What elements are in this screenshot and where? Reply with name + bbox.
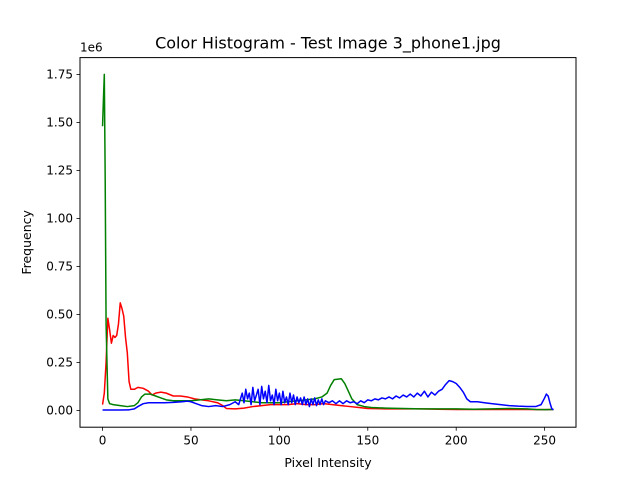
y-tick-label: 1.50 <box>46 116 73 130</box>
chart-title: Color Histogram - Test Image 3_phone1.jp… <box>155 34 501 54</box>
y-axis-multiplier-label: 1e6 <box>80 41 103 55</box>
y-tick-label: 1.75 <box>46 68 73 82</box>
series-line-3 <box>102 379 554 411</box>
x-tick-label: 0 <box>99 434 107 448</box>
y-tick-label: 0.25 <box>46 356 73 370</box>
x-tick-label: 200 <box>445 434 468 448</box>
x-axis-ticks: 0 50 100 150 200 250 <box>99 427 556 448</box>
y-tick-label: 0.50 <box>46 308 73 322</box>
series-line-2 <box>101 73 554 411</box>
y-axis-label: Frequency <box>19 210 34 275</box>
y-axis-ticks: 0.00 0.25 0.50 0.75 1.00 1.25 1.50 1.75 <box>46 68 80 418</box>
x-tick-label: 50 <box>183 434 198 448</box>
x-tick-label: 250 <box>533 434 556 448</box>
y-tick-label: 0.75 <box>46 260 73 274</box>
series-line-1 <box>101 302 554 411</box>
y-tick-label: 1.25 <box>46 164 73 178</box>
x-axis-label: Pixel Intensity <box>284 455 372 470</box>
plot-lines <box>101 73 554 411</box>
y-tick-label: 1.00 <box>46 212 73 226</box>
x-tick-label: 150 <box>356 434 379 448</box>
y-tick-label: 0.00 <box>46 404 73 418</box>
x-tick-label: 100 <box>268 434 291 448</box>
axes-frame <box>79 57 577 428</box>
